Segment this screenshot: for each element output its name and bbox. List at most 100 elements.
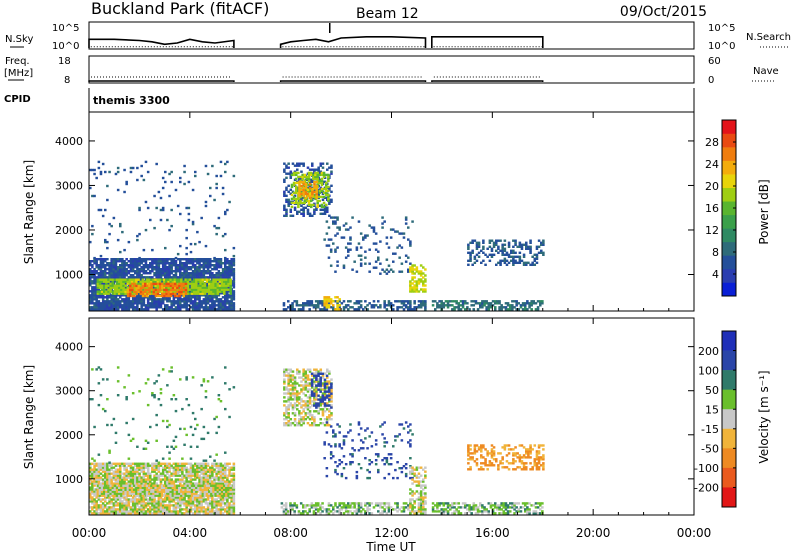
power-cell	[134, 262, 137, 265]
power-cell	[133, 288, 136, 291]
power-cell	[131, 274, 135, 277]
power-cell	[98, 292, 102, 295]
velocity-cell	[138, 476, 141, 479]
power-cell	[153, 306, 156, 309]
power-cell	[317, 166, 320, 169]
power-cell	[211, 308, 214, 311]
velocity-cell	[202, 510, 206, 513]
power-cell	[129, 276, 133, 279]
power-cell	[340, 302, 344, 305]
power-cell	[146, 170, 150, 174]
power-cell	[170, 208, 173, 212]
velocity-cell	[153, 496, 156, 499]
power-cell	[146, 306, 150, 309]
velocity-cell	[134, 504, 137, 507]
power-cell	[153, 272, 156, 275]
power-cell	[219, 276, 223, 279]
power-cell	[322, 195, 326, 199]
power-cell	[187, 180, 191, 184]
power-cell	[136, 258, 139, 261]
power-cell	[325, 220, 329, 223]
velocity-cell	[149, 512, 152, 515]
power-cell	[146, 272, 150, 275]
power-cell	[396, 246, 399, 249]
power-cell	[187, 296, 191, 299]
velocity-cell	[211, 472, 214, 475]
power-cell	[106, 296, 109, 299]
power-cell	[155, 260, 158, 263]
power-cell	[201, 292, 205, 295]
velocity-cell	[116, 462, 120, 465]
power-cell	[511, 308, 514, 311]
power-cell	[124, 278, 127, 281]
power-cell	[144, 304, 148, 307]
power-cell	[157, 258, 161, 261]
power-cell	[164, 274, 167, 277]
power-cell	[327, 302, 331, 305]
power-cell	[495, 243, 498, 246]
velocity-cell	[155, 510, 158, 513]
power-cell	[342, 264, 346, 267]
power-cell	[123, 298, 126, 301]
velocity-cell	[219, 496, 223, 499]
power-cell	[106, 258, 109, 261]
velocity-cell	[151, 482, 154, 485]
power-cell	[166, 218, 169, 222]
power-cell	[221, 268, 225, 271]
power-cell	[206, 270, 210, 273]
power-cell	[108, 294, 111, 297]
velocity-cell	[189, 466, 193, 469]
power-cell	[155, 268, 158, 271]
power-cell	[131, 294, 134, 298]
power-cell	[220, 288, 224, 291]
power-cell	[219, 258, 223, 261]
power-cell	[528, 302, 531, 305]
velocity-cell	[226, 498, 229, 501]
velocity-cell	[89, 492, 92, 495]
power-cell	[400, 300, 404, 303]
noise-series-0-segment-0	[88, 38, 235, 48]
velocity-cell	[95, 478, 98, 481]
power-cell	[364, 250, 367, 253]
power-cell	[223, 284, 226, 287]
velocity-cell	[144, 496, 148, 499]
power-cell	[530, 300, 533, 303]
power-cell	[413, 264, 416, 267]
velocity-cell	[134, 464, 137, 467]
power-cell	[189, 268, 193, 271]
power-cell	[142, 178, 146, 182]
power-cell	[325, 185, 328, 189]
velocity-cell	[189, 510, 193, 513]
power-cell	[179, 244, 182, 248]
power-cell	[116, 304, 120, 307]
velocity-cell	[206, 496, 210, 499]
power-cell	[217, 300, 221, 303]
power-cell	[344, 304, 348, 307]
power-cell	[303, 201, 307, 205]
velocity-cell	[142, 476, 146, 479]
velocity-cell	[166, 478, 169, 481]
power-cell	[204, 306, 208, 309]
power-cell	[347, 248, 350, 251]
power-cell	[518, 243, 522, 246]
velocity-cell	[142, 468, 146, 471]
velocity-cell	[101, 478, 105, 481]
power-cell	[224, 260, 227, 263]
velocity-cell	[170, 466, 173, 469]
velocity-cell	[138, 472, 141, 475]
power-cell	[206, 298, 210, 301]
velocity-cell	[174, 498, 178, 501]
velocity-cell	[219, 466, 223, 469]
velocity-cell	[138, 478, 141, 481]
power-colorbar-label-3: 16	[705, 202, 719, 215]
nsearch-tick-top: 10^5	[708, 23, 735, 34]
velocity-cell	[134, 510, 137, 513]
velocity-cell	[181, 498, 184, 501]
power-cell	[174, 188, 178, 192]
power-cell	[145, 282, 149, 285]
power-cell	[206, 306, 210, 309]
power-cell	[129, 302, 133, 305]
power-cell	[161, 298, 165, 301]
power-cell	[225, 286, 228, 289]
power-cell	[200, 300, 203, 303]
